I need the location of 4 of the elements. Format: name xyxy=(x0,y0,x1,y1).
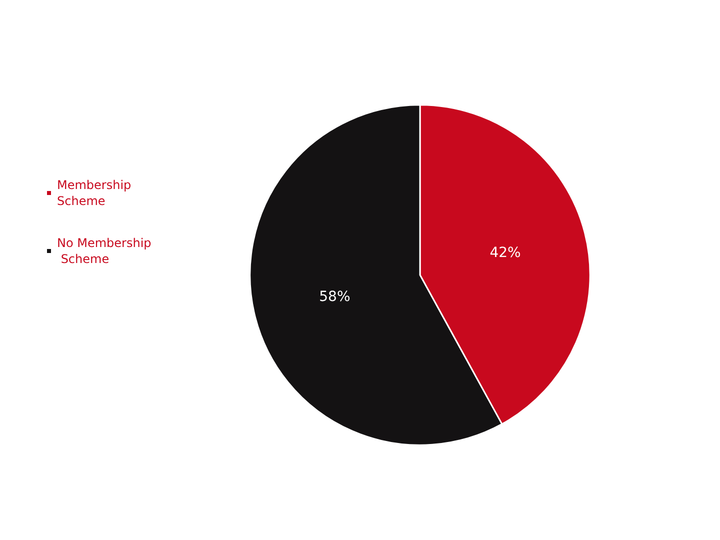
data-label: 42% xyxy=(490,245,521,262)
legend-label: Membership Scheme xyxy=(57,178,135,208)
legend-label: No Membership Scheme xyxy=(57,236,152,266)
data-label: 58% xyxy=(319,288,350,305)
